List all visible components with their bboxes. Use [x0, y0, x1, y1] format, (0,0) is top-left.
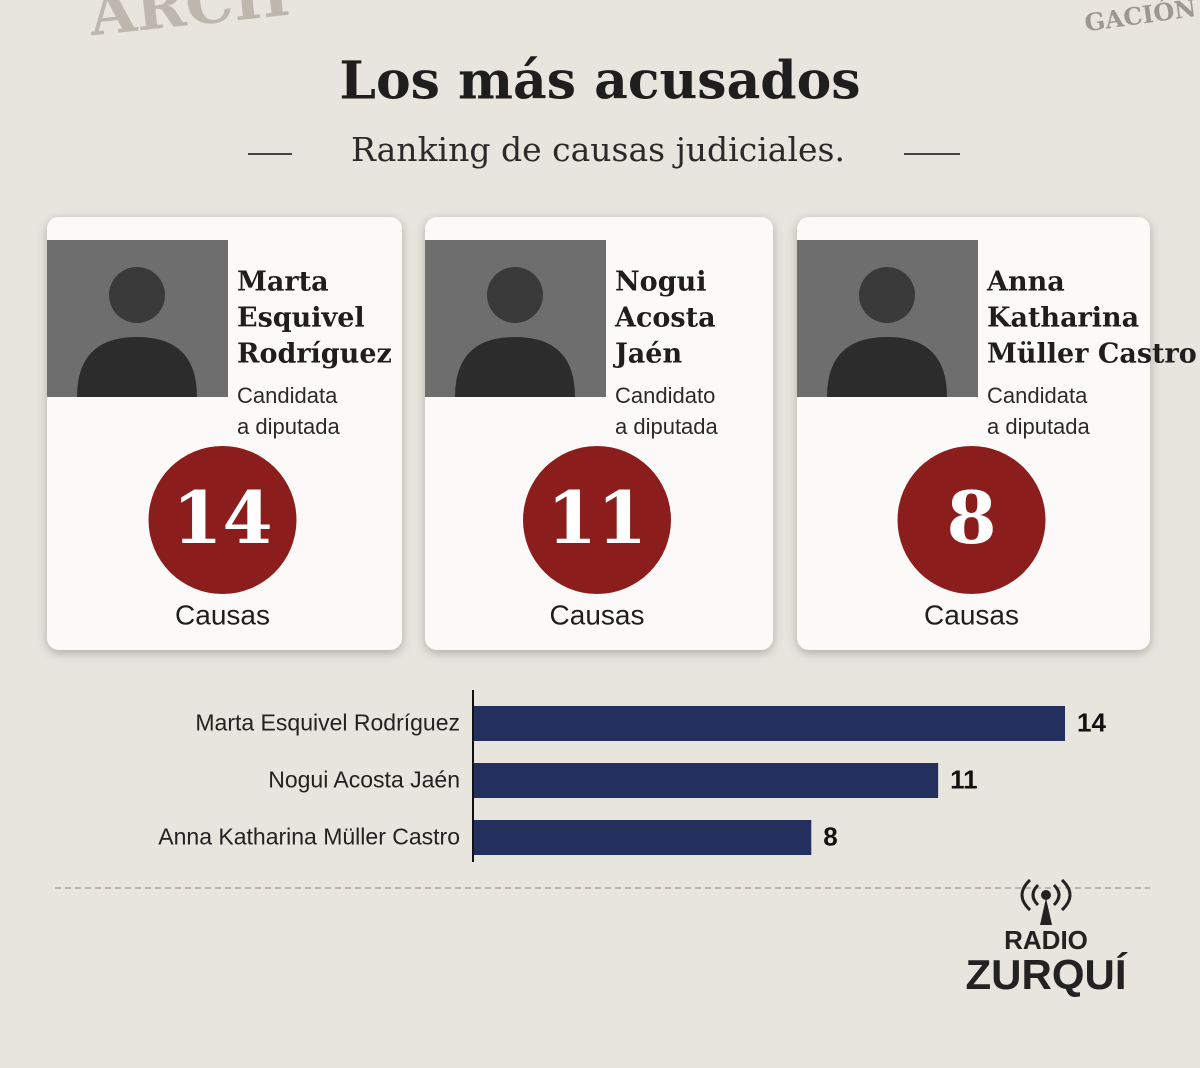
logo-text: RADIO	[1004, 925, 1088, 955]
value-label: 11	[950, 764, 978, 794]
photo-body	[455, 337, 575, 397]
category-label: Nogui Acosta Jaén	[268, 767, 460, 793]
category-label: Marta Esquivel Rodríguez	[195, 710, 460, 736]
candidate-name: Esquivel	[237, 303, 365, 334]
candidate-name: Katharina	[987, 303, 1139, 334]
count-unit: Causas	[550, 599, 645, 630]
photo-body	[77, 337, 197, 397]
photo-head	[487, 267, 543, 323]
count-badge	[897, 446, 1046, 594]
candidate-name: Anna	[986, 267, 1065, 298]
category-label: Anna Katharina Müller Castro	[158, 824, 460, 850]
candidate-role: a diputada	[615, 414, 719, 439]
count: 11	[547, 475, 647, 560]
logo-mast	[1040, 898, 1052, 925]
value-label: 14	[1077, 707, 1106, 737]
logo-text: ZURQUÍ	[966, 951, 1128, 998]
photo-body	[827, 337, 947, 397]
candidate-role: Candidata	[987, 383, 1088, 408]
count: 14	[172, 475, 272, 560]
candidate-name: Rodríguez	[237, 339, 392, 370]
bar	[474, 820, 812, 855]
bar	[474, 706, 1065, 741]
candidate-role: Candidato	[615, 383, 715, 408]
count-unit: Causas	[924, 599, 1019, 630]
logo-dot	[1041, 890, 1051, 900]
candidate-role: a diputada	[237, 414, 341, 439]
candidate-name: Marta	[237, 267, 329, 298]
candidate-role: Candidata	[237, 383, 338, 408]
photo-head	[859, 267, 915, 323]
logo-waves	[1020, 878, 1072, 912]
count-badge	[523, 446, 671, 594]
candidate-name: Nogui	[615, 267, 706, 298]
count-unit: Causas	[175, 599, 270, 630]
bar	[474, 763, 939, 798]
title: Los más acusados	[339, 51, 860, 112]
candidate-role: a diputada	[987, 414, 1091, 439]
candidate-name: Jaén	[613, 339, 682, 370]
photo-head	[109, 267, 165, 323]
candidate-name: Müller Castro	[987, 339, 1197, 370]
logo: RADIO ZURQUÍ	[966, 878, 1128, 998]
candidate-name: Acosta	[614, 303, 716, 334]
count-badge	[148, 446, 297, 594]
count: 8	[946, 475, 996, 560]
value-label: 8	[823, 821, 837, 851]
subtitle: Ranking de causas judiciales.	[351, 130, 845, 169]
